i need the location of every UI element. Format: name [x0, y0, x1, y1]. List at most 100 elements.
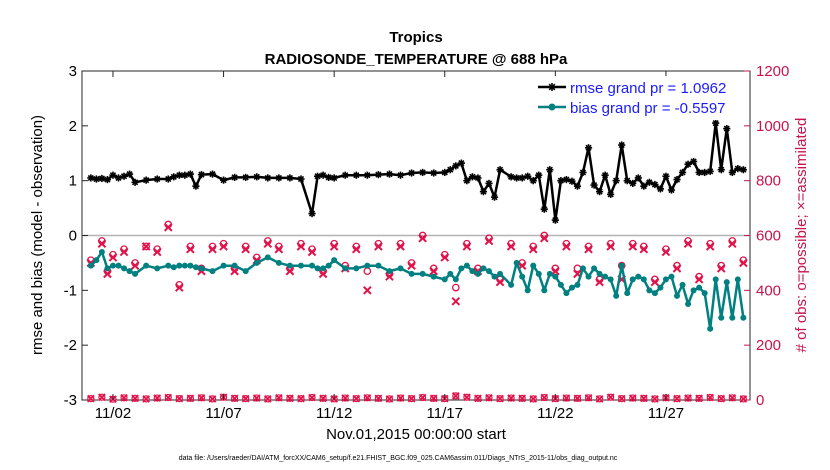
obs-low-count-point [407, 395, 416, 403]
bias-point [607, 276, 614, 283]
x-tick-label: 11/07 [205, 405, 241, 422]
obs-low-count-point [430, 394, 438, 402]
rmse-point-stroke [419, 169, 426, 176]
obs-low-count-cross [98, 393, 106, 402]
bias-point [275, 259, 282, 266]
rmse-point [601, 171, 609, 179]
obs-assimilated-stroke [716, 264, 726, 273]
obs-assimilated-point [241, 244, 250, 254]
rmse-point-stroke [651, 181, 658, 188]
y-tick-label: 0 [69, 228, 77, 245]
obs-assimilated-point [418, 233, 427, 243]
rmse-point-stroke [408, 169, 415, 177]
obs-low-count-point [341, 394, 349, 402]
obs-assimilated-stroke [584, 244, 593, 254]
rmse-point [706, 167, 714, 175]
rmse-point [297, 175, 305, 183]
obs-assimilated-point [440, 253, 450, 262]
obs-low-count-point [120, 394, 128, 402]
obs-assimilated-point [130, 261, 140, 270]
rmse-point-stroke [209, 170, 216, 178]
rmse-point-stroke [729, 169, 736, 176]
obs-low-count-cross [175, 394, 184, 403]
rmse-point [723, 124, 731, 133]
obs-low-count-cross [197, 393, 206, 402]
obs-low-count-point [142, 395, 150, 403]
obs-low-count-cross [617, 394, 626, 403]
obs-low-count-cross [584, 393, 593, 402]
rmse-point [219, 176, 228, 184]
obs-assimilated-stroke [241, 244, 250, 254]
rmse-point [192, 182, 200, 190]
obs-low-count-stroke [241, 394, 250, 403]
obs-low-count-point [352, 395, 360, 403]
rmse-point-stroke [386, 170, 393, 178]
obs-assimilated-point [683, 239, 693, 249]
bias-point [286, 262, 293, 269]
obs-low-count-cross [385, 395, 394, 403]
rmse-point [181, 171, 189, 179]
rmse-point-stroke [535, 172, 542, 179]
bias-point [690, 287, 697, 294]
obs-low-count-stroke [695, 394, 703, 403]
obs-low-count-stroke [451, 392, 460, 400]
bias-point [679, 281, 686, 288]
rmse-point [712, 119, 720, 127]
obs-low-count-stroke [518, 394, 527, 403]
rmse-point-stroke [126, 170, 133, 178]
obs-low-count-cross [706, 393, 715, 402]
rmse-point [452, 162, 460, 170]
rmse-point [352, 171, 360, 179]
obs-assimilated-stroke [274, 244, 284, 254]
obs-assimilated-point [606, 242, 615, 251]
bias-point [397, 265, 404, 272]
obs-assimilated-point [628, 242, 638, 251]
rmse-point-stroke [508, 173, 515, 180]
obs-assimilated-point [163, 222, 173, 232]
obs-assimilated-point [650, 277, 660, 287]
obs-low-count-stroke [341, 394, 350, 402]
obs-assimilated-point [495, 277, 505, 287]
obs-low-count-stroke [418, 393, 427, 402]
rmse-point-stroke [590, 181, 598, 189]
obs-assimilated-point [672, 264, 682, 273]
obs-low-count-point [308, 393, 316, 402]
obs-low-count-cross [230, 394, 239, 403]
x-axis-label: Nov.01,2015 00:00:00 start [326, 426, 507, 443]
rmse-point-stroke [308, 210, 316, 217]
bias-point [602, 273, 609, 280]
rmse-point-stroke [181, 172, 188, 179]
obs-low-count-stroke [363, 393, 372, 402]
obs-assimilated-stroke [440, 253, 450, 262]
bias-point [447, 270, 454, 277]
bias-point [408, 270, 415, 277]
obs-low-count-stroke [385, 395, 394, 403]
y-tick-label: 1 [69, 173, 77, 190]
obs-assimilated-stroke [230, 266, 239, 276]
rmse-point-stroke [574, 183, 581, 190]
obs-low-count-cross [728, 393, 737, 402]
legend: rmse grand pr = 1.0962 bias grand pr = -… [534, 76, 746, 120]
rmse-point-stroke [474, 174, 482, 182]
bias-point [508, 281, 515, 288]
obs-assimilated-point [639, 244, 649, 254]
y2-tick-label: 1200 [756, 63, 789, 80]
obs-assimilated-stroke [97, 239, 107, 249]
obs-low-count-cross [131, 394, 139, 403]
bias-point [485, 268, 492, 275]
obs-assimilated-point [484, 236, 494, 246]
rmse-point-stroke [734, 165, 741, 172]
obs-assimilated-stroke [595, 277, 604, 287]
legend-bias-label: bias grand pr = -0.5597 [570, 100, 726, 117]
rmse-point [551, 216, 559, 224]
rmse-point [170, 173, 178, 181]
bias-point [419, 270, 426, 277]
obs-assimilated-point [727, 239, 737, 249]
rmse-point-stroke [430, 169, 437, 177]
obs-assimilated-point [385, 272, 394, 281]
rmse-point-stroke [87, 174, 94, 182]
rmse-point [153, 175, 161, 183]
obs-assimilated-stroke [418, 233, 427, 243]
bias-point [198, 265, 205, 272]
rmse-point [131, 178, 139, 186]
